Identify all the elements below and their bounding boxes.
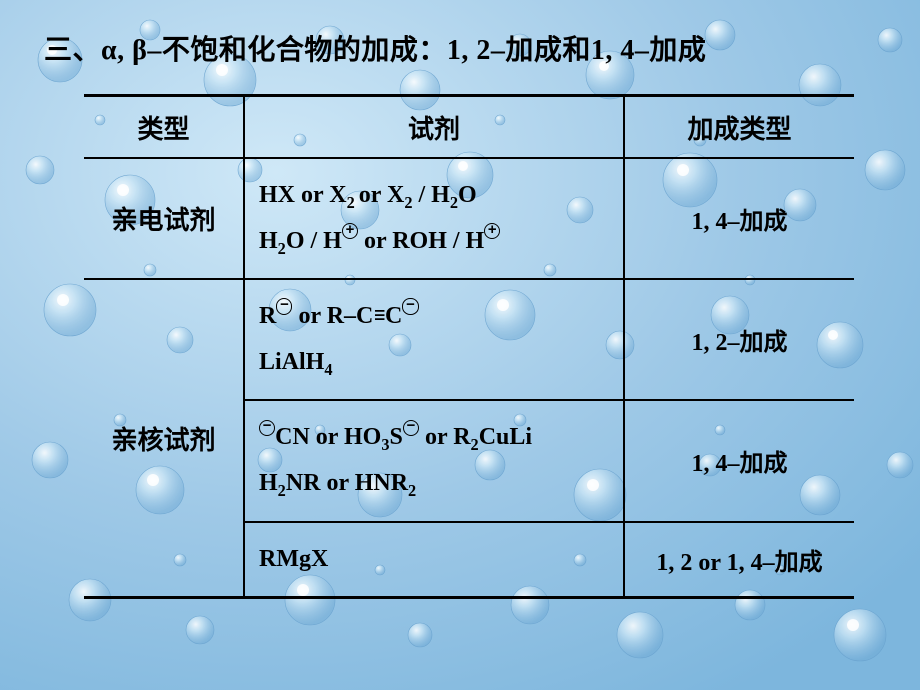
page-title: 三、α, β–不饱和化合物的加成：1, 2–加成和1, 4–加成 — [44, 28, 876, 68]
reaction-table: 类型 试剂 加成类型 亲电试剂 HX or X2 or X2 / H2OH2O … — [84, 94, 854, 599]
reagent-cell-0: HX or X2 or X2 / H2OH2O / H or ROH / H — [244, 158, 624, 279]
reagent-cell-1-1: CN or HO3S or R2CuLiH2NR or HNR2 — [244, 400, 624, 521]
title-tail: 1, 2–加成和1, 4–加成 — [447, 35, 707, 66]
title-prefix: 三、 — [44, 35, 101, 66]
addition-cell-1-2: 1, 2 or 1, 4–加成 — [624, 522, 854, 598]
title-mid: 不饱和化合物的加成： — [162, 35, 447, 66]
header-addition: 加成类型 — [624, 96, 854, 159]
reagent-cell-1-0: R or R–C≡CLiAlH4 — [244, 279, 624, 400]
reagent-cell-1-2: RMgX — [244, 522, 624, 598]
type-cell-1: 亲核试剂 — [84, 279, 244, 597]
title-greek: α, β– — [101, 35, 162, 66]
type-cell-0: 亲电试剂 — [84, 158, 244, 279]
header-type: 类型 — [84, 96, 244, 159]
addition-cell-1-1: 1, 4–加成 — [624, 400, 854, 521]
addition-cell-0: 1, 4–加成 — [624, 158, 854, 279]
addition-cell-1-0: 1, 2–加成 — [624, 279, 854, 400]
header-reagent: 试剂 — [244, 96, 624, 159]
